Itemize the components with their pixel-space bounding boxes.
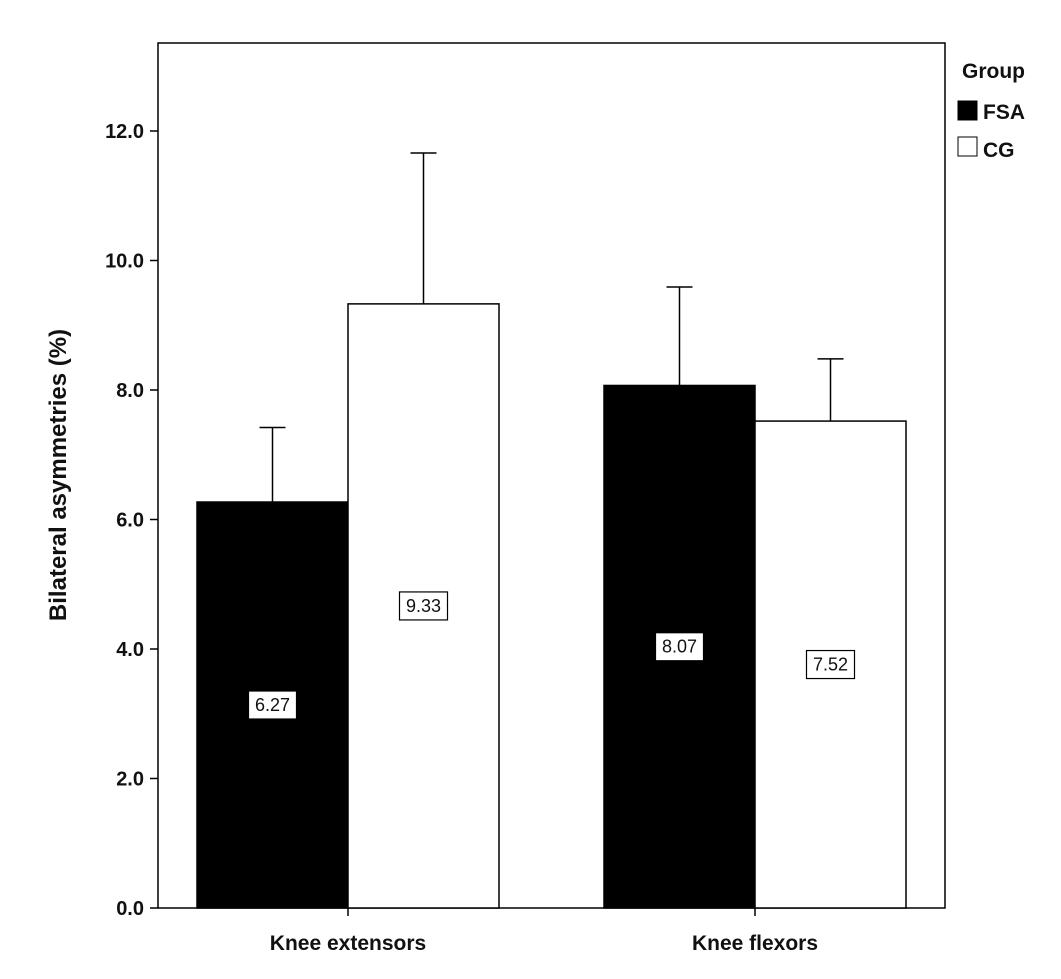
- bars: [196, 303, 907, 909]
- data-label: 7.52: [813, 655, 848, 675]
- legend-title: Group: [962, 60, 1025, 83]
- y-tick-label: 2.0: [116, 769, 144, 791]
- data-label-box: [247, 690, 298, 720]
- data-label: 9.33: [406, 596, 441, 616]
- x-axis: Knee extensors Knee flexors: [270, 908, 818, 955]
- legend-label-cg: CG: [983, 139, 1015, 162]
- data-label-box: [805, 649, 856, 680]
- y-axis-title: Bilateral asymmetries (%): [45, 329, 72, 621]
- legend: Group FSA CG: [957, 60, 1025, 162]
- x-category-label: Knee extensors: [270, 932, 426, 955]
- data-label: 8.07: [662, 637, 697, 657]
- legend-label-fsa: FSA: [983, 101, 1025, 124]
- legend-swatch-cg: [957, 136, 978, 157]
- data-labels: 6.27 8.07 9.33 7.52: [247, 591, 856, 720]
- data-label: 6.27: [255, 695, 290, 715]
- y-axis: 0.0 2.0 4.0 6.0 8.0 10.0 12.0: [105, 121, 158, 920]
- data-label-box: [398, 591, 449, 621]
- plot-frame: [157, 42, 946, 909]
- y-tick-label: 12.0: [105, 121, 144, 143]
- error-bars: [259, 152, 844, 503]
- y-tick-label: 10.0: [105, 251, 144, 273]
- data-label-box: [654, 632, 705, 662]
- legend-swatch-fsa: [957, 100, 978, 121]
- y-tick-label: 0.0: [116, 898, 144, 920]
- x-category-label: Knee flexors: [692, 932, 818, 955]
- y-tick-label: 6.0: [116, 510, 144, 532]
- y-tick-label: 4.0: [116, 639, 144, 661]
- y-tick-label: 8.0: [116, 380, 144, 402]
